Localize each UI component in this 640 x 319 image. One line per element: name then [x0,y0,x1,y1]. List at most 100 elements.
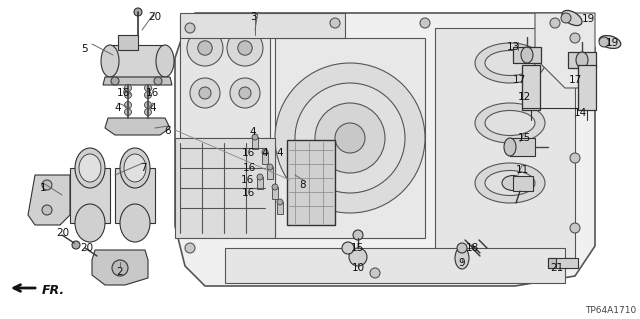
Text: 10: 10 [351,263,365,273]
Bar [277,202,283,214]
Bar [578,65,596,110]
Bar [257,177,263,189]
Polygon shape [175,13,595,286]
Circle shape [125,101,131,108]
Circle shape [570,223,580,233]
Circle shape [125,108,131,115]
Text: TP64A1710: TP64A1710 [585,306,636,315]
Text: 21: 21 [550,263,564,273]
Text: 20: 20 [81,243,93,253]
Text: 4: 4 [276,148,284,158]
Circle shape [112,260,128,276]
Circle shape [111,77,119,85]
Bar [252,137,258,149]
Polygon shape [92,250,148,285]
Ellipse shape [124,154,146,182]
Ellipse shape [521,47,533,63]
Text: 20: 20 [56,228,70,238]
Circle shape [134,8,142,16]
Ellipse shape [562,11,582,26]
Text: 12: 12 [517,92,531,102]
Circle shape [145,85,152,92]
Ellipse shape [349,248,367,266]
Ellipse shape [475,163,545,203]
Text: 19: 19 [605,38,619,48]
Circle shape [154,77,162,85]
Bar [548,258,578,268]
Text: 15: 15 [517,133,531,143]
Ellipse shape [475,43,545,83]
Circle shape [599,37,609,47]
Text: 7: 7 [140,163,147,173]
Text: 16: 16 [243,163,255,173]
Text: FR.: FR. [42,285,65,298]
Bar [118,35,138,50]
Ellipse shape [576,52,588,68]
Circle shape [550,18,560,28]
Circle shape [42,180,52,190]
Circle shape [353,230,363,240]
Circle shape [257,174,263,180]
Circle shape [315,103,385,173]
Circle shape [72,241,80,249]
Bar [513,176,533,191]
Text: 16: 16 [116,88,130,98]
Circle shape [330,18,340,28]
Text: 6: 6 [164,126,172,136]
Ellipse shape [599,35,621,48]
Ellipse shape [485,50,535,76]
Circle shape [42,205,52,215]
Ellipse shape [485,170,535,196]
Circle shape [145,92,152,99]
Bar [510,138,535,156]
Circle shape [295,83,405,193]
Circle shape [125,92,131,99]
Ellipse shape [502,175,524,190]
Text: 4: 4 [250,127,256,137]
Circle shape [239,87,251,99]
Bar [175,138,275,238]
Bar [435,28,575,258]
Circle shape [561,13,571,23]
Polygon shape [535,13,595,88]
Bar [110,45,165,77]
Text: 17: 17 [568,75,582,85]
Circle shape [277,199,283,205]
Ellipse shape [485,110,535,136]
Text: 18: 18 [465,243,479,253]
Text: 13: 13 [506,42,520,52]
Ellipse shape [120,204,150,242]
Circle shape [252,134,258,140]
Circle shape [199,87,211,99]
Bar [225,248,565,283]
Bar [568,52,596,68]
Bar [267,167,273,179]
Circle shape [190,78,220,108]
Circle shape [145,108,152,115]
Circle shape [272,184,278,190]
Text: 16: 16 [241,148,255,158]
Circle shape [95,254,103,262]
Circle shape [420,18,430,28]
Circle shape [275,63,425,213]
Ellipse shape [504,138,516,156]
Bar [548,258,556,268]
Text: 3: 3 [250,12,256,22]
Bar [262,152,268,164]
Text: 4: 4 [262,148,268,158]
Text: 4: 4 [150,103,156,113]
Circle shape [227,30,263,66]
Bar [275,38,425,238]
Text: 16: 16 [145,88,159,98]
Ellipse shape [75,204,105,242]
Ellipse shape [342,242,354,254]
Text: 4: 4 [115,103,122,113]
Circle shape [370,268,380,278]
Ellipse shape [75,148,105,188]
Polygon shape [28,175,70,225]
Text: 11: 11 [515,165,529,175]
Circle shape [570,153,580,163]
Circle shape [145,101,152,108]
Ellipse shape [455,247,469,269]
Polygon shape [103,77,172,85]
